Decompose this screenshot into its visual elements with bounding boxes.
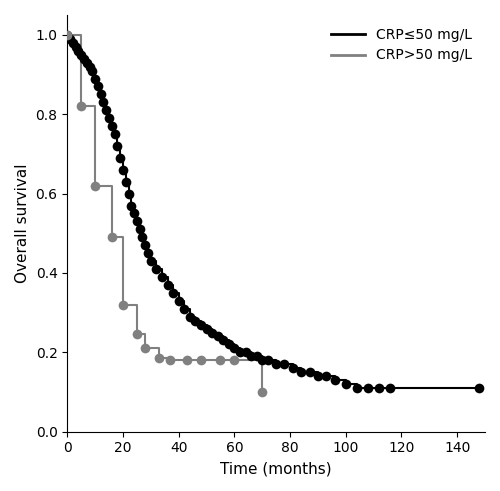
- Y-axis label: Overall survival: Overall survival: [15, 164, 30, 283]
- Legend: CRP≤50 mg/L, CRP>50 mg/L: CRP≤50 mg/L, CRP>50 mg/L: [325, 22, 478, 68]
- X-axis label: Time (months): Time (months): [220, 461, 332, 476]
